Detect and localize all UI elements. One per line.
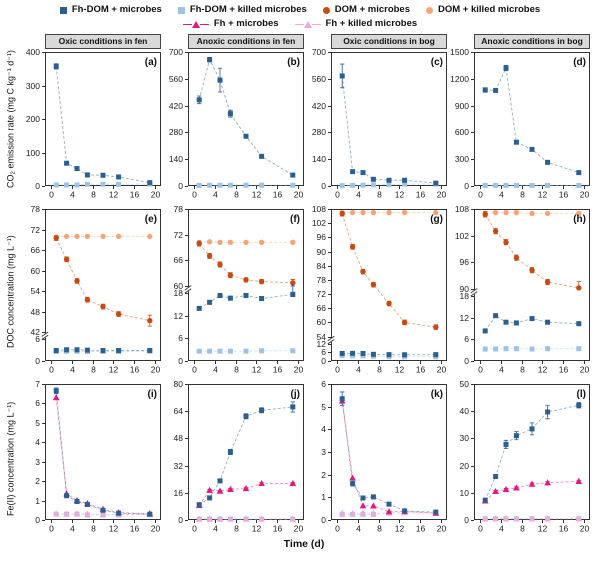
panel-e [18,205,161,378]
panels-row-doc [18,205,590,378]
triangle-line-marker-icon [182,20,209,28]
panel-b: Anoxic conditions in fen [161,34,304,203]
panel-i-plot [18,380,161,537]
panel-j-plot [161,380,304,537]
panel-header-a: Oxic conditions in fen [45,34,161,49]
y-axis-label-fe: Fe(II) concentration (mg L⁻¹) [5,401,16,516]
legend-entry-fh-microbes: Fh + microbes [182,17,279,31]
panel-c-plot [304,48,447,203]
panels-row-co2: Oxic conditions in fen Anoxic conditions … [18,34,590,203]
y-axis-label-co2: CO₂ emission rate (mg C kg⁻¹ d⁻¹) [5,49,16,188]
legend-entry-fh-killed: Fh + killed microbes [294,17,418,31]
legend-row-2: Fh + microbes Fh + killed microbes [182,17,418,31]
panel-j [161,380,304,537]
legend-label: Fh-DOM + killed microbes [189,4,307,15]
panel-l-plot [447,380,590,537]
legend-entry-dom-killed: DOM + killed microbes [426,3,540,17]
panel-header-b: Anoxic conditions in fen [188,34,304,49]
panel-g-plot [304,205,447,378]
chart-row-fe: Fe(II) concentration (mg L⁻¹) [3,380,600,537]
legend-label: Fh-DOM + microbes [71,4,162,15]
panel-a: Oxic conditions in fen [18,34,161,203]
legend-row-1: Fh-DOM + microbes Fh-DOM + killed microb… [59,3,540,17]
legend-label: Fh + killed microbes [325,18,418,29]
panel-i [18,380,161,537]
panel-k [304,380,447,537]
panel-f [161,205,304,378]
square-marker-icon [177,6,185,14]
legend: Fh-DOM + microbes Fh-DOM + killed microb… [0,3,600,31]
panel-d-plot [447,48,590,203]
legend-entry-dom-microbes: DOM + microbes [322,3,410,17]
legend-label: Fh + microbes [213,18,279,29]
triangle-line-marker-icon [294,20,321,28]
panel-a-plot [18,48,161,203]
panel-d: Anoxic conditions in bog [447,34,590,203]
panel-b-plot [161,48,304,203]
panel-c: Oxic conditions in bog [304,34,447,203]
circle-marker-icon [322,6,330,14]
panel-f-plot [161,205,304,378]
x-axis-label: Time (d) [283,538,325,550]
panel-l [447,380,590,537]
panel-h [447,205,590,378]
circle-marker-icon [426,6,433,14]
panel-h-plot [447,205,590,378]
y-axis-label-doc: DOC concentration (mg L⁻¹) [5,235,16,348]
panel-e-plot [18,205,161,378]
legend-label: DOM + killed microbes [438,4,541,15]
panel-header-c: Oxic conditions in bog [331,34,447,49]
panel-header-d: Anoxic conditions in bog [474,34,590,49]
legend-label: DOM + microbes [334,4,410,15]
panel-k-plot [304,380,447,537]
chart-row-doc: DOC concentration (mg L⁻¹) [3,205,600,378]
square-marker-icon [59,6,67,14]
legend-entry-fhdom-killed: Fh-DOM + killed microbes [177,3,307,17]
panels-row-fe [18,380,590,537]
panel-g [304,205,447,378]
legend-entry-fhdom-microbes: Fh-DOM + microbes [59,3,162,17]
chart-row-co2: CO₂ emission rate (mg C kg⁻¹ d⁻¹) Oxic c… [3,34,600,203]
